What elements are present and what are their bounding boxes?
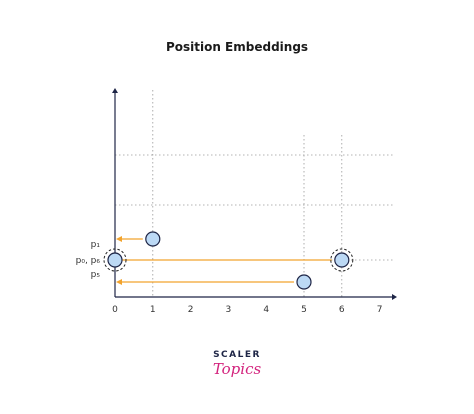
x-axis-arrowhead xyxy=(392,294,397,300)
x-tick-label: 2 xyxy=(188,305,194,315)
x-tick-label: 7 xyxy=(377,305,383,315)
highlight-dashed-circle xyxy=(330,248,354,272)
projection-label: p₁ xyxy=(91,240,101,250)
x-tick-label: 3 xyxy=(226,305,232,315)
logo-scaler-text: SCALER xyxy=(213,350,261,360)
data-point xyxy=(296,274,312,290)
logo-topics-text: Topics xyxy=(212,360,262,378)
x-tick-label: 1 xyxy=(150,305,156,315)
x-tick-label: 5 xyxy=(301,305,307,315)
chart-title: Position Embeddings xyxy=(165,40,309,54)
projection-arrowhead xyxy=(116,236,122,242)
x-tick-label: 0 xyxy=(112,305,118,315)
x-tick-label: 6 xyxy=(339,305,345,315)
data-point xyxy=(145,231,161,247)
x-tick-label: 4 xyxy=(263,305,269,315)
projection-label: p₅ xyxy=(91,270,101,280)
data-point xyxy=(334,252,350,268)
highlight-dashed-circle xyxy=(103,248,127,272)
projection-label: p₀, p₆ xyxy=(76,256,101,266)
projection-arrowhead xyxy=(116,279,122,285)
y-axis-arrowhead xyxy=(112,88,118,93)
data-point xyxy=(107,252,123,268)
scaler-topics-logo: SCALER Topics xyxy=(0,350,474,390)
